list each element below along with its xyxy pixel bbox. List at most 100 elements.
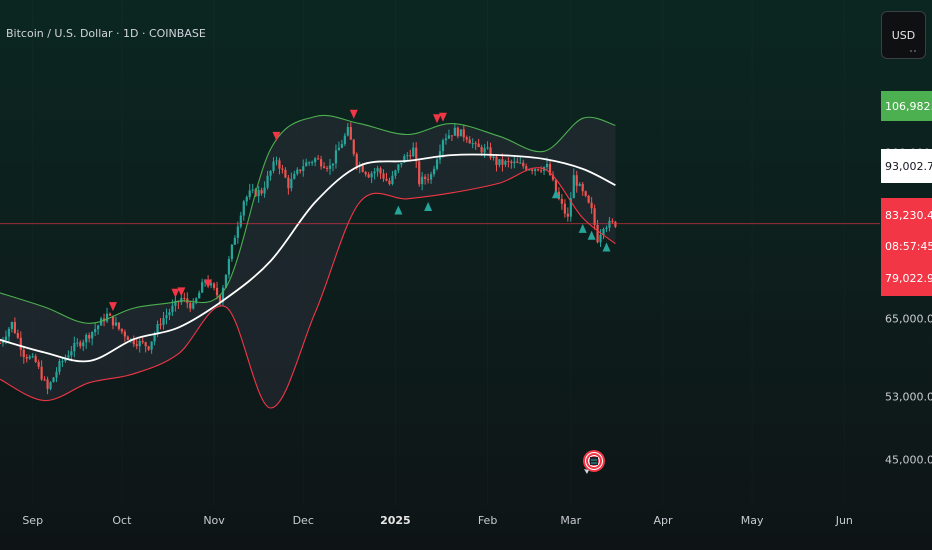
candle-body-191 bbox=[566, 213, 569, 217]
candle-body-53 bbox=[156, 324, 159, 335]
candle-147 bbox=[435, 155, 439, 171]
candle-body-188 bbox=[557, 191, 561, 199]
candle-123 bbox=[364, 170, 367, 177]
candle-body-83 bbox=[245, 196, 248, 202]
candle-145 bbox=[429, 171, 433, 184]
candle-78 bbox=[230, 244, 233, 262]
candle-111 bbox=[328, 158, 332, 175]
sell-signal-3 bbox=[204, 279, 213, 289]
candle-body-67 bbox=[198, 292, 201, 299]
candle-body-76 bbox=[224, 274, 228, 288]
candle-body-91 bbox=[269, 170, 272, 176]
candle-body-74 bbox=[218, 295, 222, 302]
candle-9 bbox=[25, 354, 28, 363]
candle-body-77 bbox=[227, 259, 231, 275]
candle-body-66 bbox=[195, 298, 198, 303]
candle-body-50 bbox=[147, 346, 150, 350]
candle-body-114 bbox=[337, 147, 341, 151]
candle-8 bbox=[22, 346, 25, 364]
candle-68 bbox=[201, 278, 204, 293]
candle-body-68 bbox=[201, 282, 204, 293]
candle-body-51 bbox=[150, 341, 153, 350]
candle-body-198 bbox=[587, 195, 590, 203]
currency-selector[interactable]: USD bbox=[881, 11, 926, 59]
candle-body-119 bbox=[352, 139, 355, 155]
candle-13 bbox=[37, 359, 40, 370]
candle-body-182 bbox=[539, 170, 543, 172]
candle-body-197 bbox=[584, 191, 587, 196]
candle-170 bbox=[504, 159, 507, 168]
candle-body-127 bbox=[376, 168, 379, 172]
candle-body-41 bbox=[120, 328, 123, 332]
candle-198 bbox=[587, 194, 590, 204]
candle-204 bbox=[605, 225, 608, 232]
candle-body-207 bbox=[614, 221, 617, 227]
candle-body-160 bbox=[474, 143, 477, 145]
candle-96 bbox=[284, 167, 287, 179]
sell-signal-6 bbox=[433, 114, 442, 124]
candle-body-46 bbox=[135, 344, 138, 347]
candle-body-178 bbox=[528, 169, 531, 171]
candle-body-142 bbox=[421, 176, 424, 185]
candle-body-156 bbox=[462, 129, 465, 138]
candle-body-11 bbox=[31, 356, 34, 358]
time-tick-1: Oct bbox=[112, 514, 132, 527]
candle-body-115 bbox=[340, 144, 343, 148]
candle-73 bbox=[215, 281, 219, 300]
candle-body-8 bbox=[22, 349, 25, 358]
sell-signal-2 bbox=[177, 287, 186, 297]
candle-body-201 bbox=[596, 224, 599, 243]
candle-112 bbox=[331, 163, 335, 172]
candle-body-0 bbox=[0, 342, 2, 344]
time-tick-2: Nov bbox=[203, 514, 225, 527]
candle-body-185 bbox=[548, 164, 552, 175]
candle-body-28 bbox=[82, 342, 85, 347]
candle-11 bbox=[31, 353, 34, 359]
candle-38 bbox=[111, 315, 115, 330]
candle-167 bbox=[495, 154, 498, 172]
candle-body-85 bbox=[251, 189, 254, 191]
candle-body-133 bbox=[394, 170, 397, 176]
candle-body-143 bbox=[424, 176, 427, 180]
candle-body-18 bbox=[52, 377, 55, 383]
candle-200 bbox=[593, 204, 596, 230]
candle-body-14 bbox=[40, 366, 43, 380]
time-tick-7: Apr bbox=[653, 514, 673, 527]
candle-body-113 bbox=[334, 150, 338, 164]
candle-41 bbox=[120, 328, 123, 335]
candle-body-27 bbox=[79, 342, 82, 347]
candle-body-168 bbox=[498, 159, 501, 166]
price-tick-2: 53,000.00 bbox=[885, 390, 932, 404]
candle-39 bbox=[114, 316, 118, 327]
candle-0 bbox=[0, 339, 2, 344]
candle-body-163 bbox=[483, 148, 486, 153]
candle-body-5 bbox=[13, 322, 16, 333]
candles bbox=[0, 122, 617, 395]
candle-146 bbox=[432, 165, 436, 177]
candle-176 bbox=[522, 159, 525, 169]
candle-29 bbox=[85, 333, 88, 349]
event-marker-icon[interactable] bbox=[583, 450, 605, 474]
time-tick-5: Feb bbox=[477, 514, 498, 527]
candle-body-105 bbox=[311, 162, 314, 164]
candle-135 bbox=[400, 162, 403, 168]
lower-band-value: 79,022.99 bbox=[885, 271, 932, 285]
candle-body-147 bbox=[435, 159, 439, 169]
candle-56 bbox=[165, 308, 168, 325]
candle-body-149 bbox=[441, 140, 445, 152]
time-tick-4: 2025 bbox=[380, 514, 411, 527]
candle-body-15 bbox=[43, 379, 46, 381]
candle-body-122 bbox=[361, 165, 364, 172]
candle-body-125 bbox=[370, 173, 373, 178]
candle-body-170 bbox=[504, 161, 507, 165]
candle-body-17 bbox=[49, 382, 52, 389]
candle-131 bbox=[388, 177, 391, 186]
candle-149 bbox=[441, 138, 445, 158]
candle-87 bbox=[257, 186, 260, 203]
candle-body-150 bbox=[444, 138, 448, 141]
candle-body-162 bbox=[480, 147, 483, 153]
candle-body-96 bbox=[284, 169, 287, 178]
candle-body-138 bbox=[409, 155, 412, 157]
candle-body-89 bbox=[263, 187, 266, 194]
